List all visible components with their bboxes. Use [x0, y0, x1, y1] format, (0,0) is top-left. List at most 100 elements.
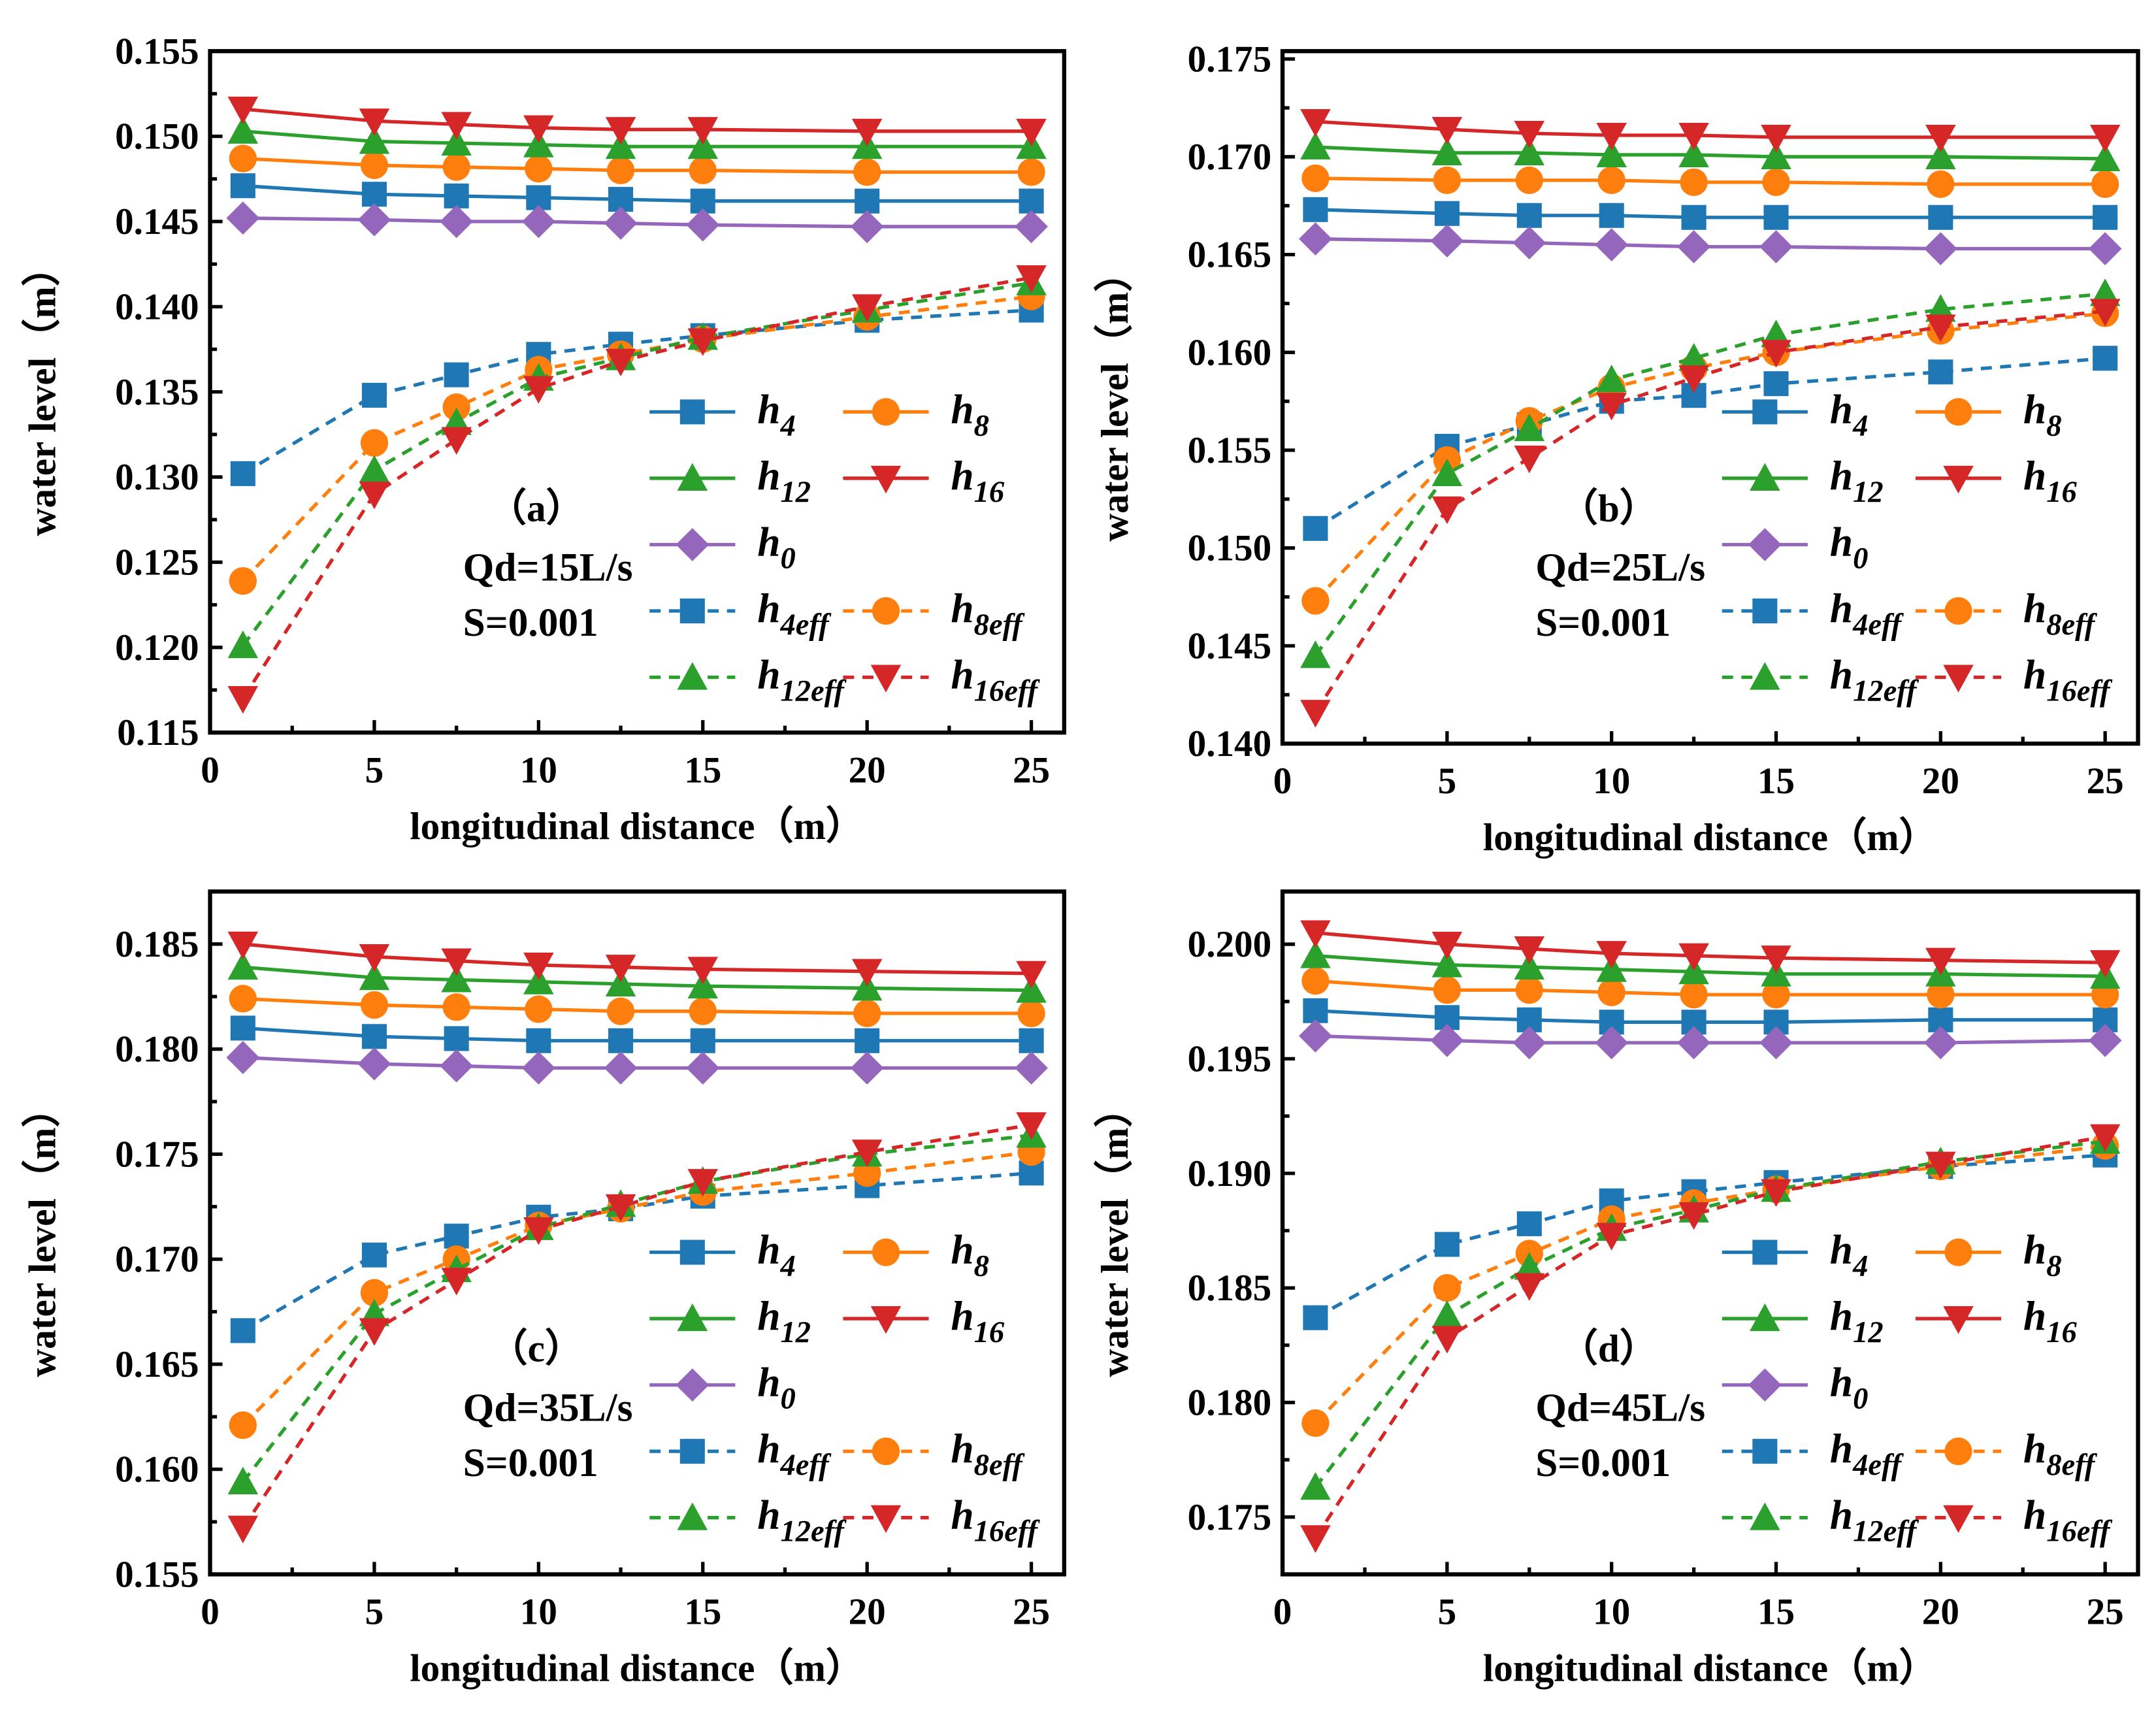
data-point	[1759, 230, 1793, 264]
legend-label-subscript: 16	[2046, 1316, 2077, 1349]
data-point	[526, 1028, 551, 1053]
legend-label-subscript: 8eff	[2046, 1449, 2098, 1482]
series-line	[1314, 1140, 2106, 1488]
data-point	[1433, 166, 1462, 195]
data-point	[1925, 1151, 1956, 1179]
data-point	[605, 348, 636, 377]
series-h16	[1300, 920, 2121, 978]
x-tick-label: 15	[1757, 761, 1795, 802]
y-axis-title: water level（m）	[1093, 1089, 1136, 1377]
series-h4	[1303, 998, 2118, 1035]
data-point	[1512, 226, 1546, 260]
legend-item-h4: h4	[649, 1226, 796, 1283]
series-line	[241, 1133, 1032, 1483]
legend-label-base: h	[2023, 585, 2046, 631]
data-point	[227, 1466, 259, 1494]
discharge-annotation: Qd=35L/s	[463, 1386, 633, 1430]
series-line	[1315, 208, 2106, 220]
data-point	[357, 203, 391, 237]
data-point	[1431, 496, 1463, 525]
data-point	[2089, 1124, 2121, 1152]
legend-item-h16eff: h16eff	[1915, 651, 2113, 708]
legend-label-base: h	[1830, 1492, 1853, 1538]
data-point	[1514, 120, 1545, 149]
legend-item-h4: h4	[1722, 1226, 1868, 1283]
legend-label-subscript: 16	[974, 1316, 1005, 1349]
data-point	[1303, 1305, 1328, 1330]
data-point	[689, 156, 717, 184]
legend-marker	[1750, 1303, 1780, 1332]
legend-label-subscript: 12	[1853, 476, 1884, 509]
data-point	[525, 995, 553, 1023]
data-point	[440, 1049, 474, 1083]
data-point	[1678, 943, 1709, 971]
data-point	[227, 951, 259, 980]
data-point	[1678, 365, 1709, 393]
series-line	[1315, 1009, 2106, 1024]
legend-label-base: h	[2023, 1492, 2046, 1538]
data-point	[1434, 1232, 1460, 1257]
data-point	[2093, 346, 2118, 371]
legend-marker	[1944, 1238, 1972, 1266]
data-point	[442, 153, 470, 181]
data-point	[1761, 1179, 1791, 1208]
series-h4eff	[230, 297, 1044, 486]
legend-label-subscript: 8eff	[974, 608, 1026, 642]
series-h0	[226, 1041, 1048, 1085]
x-axis-title: longitudinal distance（m）	[410, 804, 864, 847]
data-point	[1596, 122, 1627, 151]
data-point	[442, 393, 470, 421]
data-point	[1597, 166, 1625, 195]
legend-label-base: h	[1830, 1292, 1853, 1339]
data-point	[2091, 170, 2119, 199]
legend-marker	[1752, 1439, 1778, 1464]
data-point	[1923, 232, 1957, 266]
panel-c: 0 5 10 15 20 25 0.155 0.160 0.165 0.170 0.175 0.180…	[21, 889, 1067, 1689]
data-point	[1928, 205, 1953, 230]
legend-marker	[677, 1303, 708, 1332]
data-point	[1599, 203, 1624, 228]
legend-label: h12eff	[757, 651, 847, 708]
legend-label-base: h	[757, 1359, 780, 1405]
legend-label: h12eff	[1830, 651, 1919, 708]
series-h4	[1303, 197, 2118, 230]
data-point	[1514, 936, 1545, 964]
legend-label: h16	[2023, 1292, 2078, 1349]
legend-label: h4	[757, 1226, 796, 1283]
series-line	[1315, 145, 2106, 161]
series-h16eff	[227, 265, 1047, 714]
legend-label-subscript: 4	[780, 1250, 796, 1283]
data-point	[853, 999, 881, 1028]
legend-label-subscript: 16eff	[974, 675, 1041, 708]
legend-item-h0: h0	[649, 518, 796, 575]
legend-label: h0	[1830, 1359, 1869, 1416]
legend-item-h12eff: h12eff	[649, 651, 847, 708]
data-point	[441, 948, 472, 976]
legend-label: h4eff	[757, 585, 832, 642]
data-point	[1431, 1300, 1463, 1328]
data-point	[523, 115, 554, 143]
data-point	[1763, 205, 1789, 230]
y-tick-label: 0.125	[115, 542, 199, 583]
data-point	[1761, 945, 1791, 974]
data-point	[1301, 587, 1330, 615]
legend-marker	[1944, 597, 1972, 625]
legend-marker	[677, 1502, 708, 1530]
x-tick-label: 0	[201, 749, 220, 791]
data-point	[605, 117, 636, 145]
x-tick-label: 10	[1593, 1592, 1630, 1633]
legend-item-h8eff: h8eff	[843, 585, 1025, 642]
legend-label: h16	[951, 452, 1005, 509]
plot-frame	[208, 889, 1067, 1577]
legend-label-base: h	[757, 585, 780, 631]
data-point	[523, 1217, 554, 1245]
legend-marker	[677, 662, 708, 690]
legend-label-base: h	[757, 1292, 780, 1339]
series-h8	[1301, 164, 2119, 199]
plot-frame	[1280, 49, 2140, 746]
legend-label: h8eff	[2023, 585, 2098, 642]
series-line	[1314, 309, 2106, 714]
data-point	[850, 210, 884, 244]
legend-label-base: h	[1830, 518, 1853, 565]
data-point	[1925, 141, 1956, 169]
